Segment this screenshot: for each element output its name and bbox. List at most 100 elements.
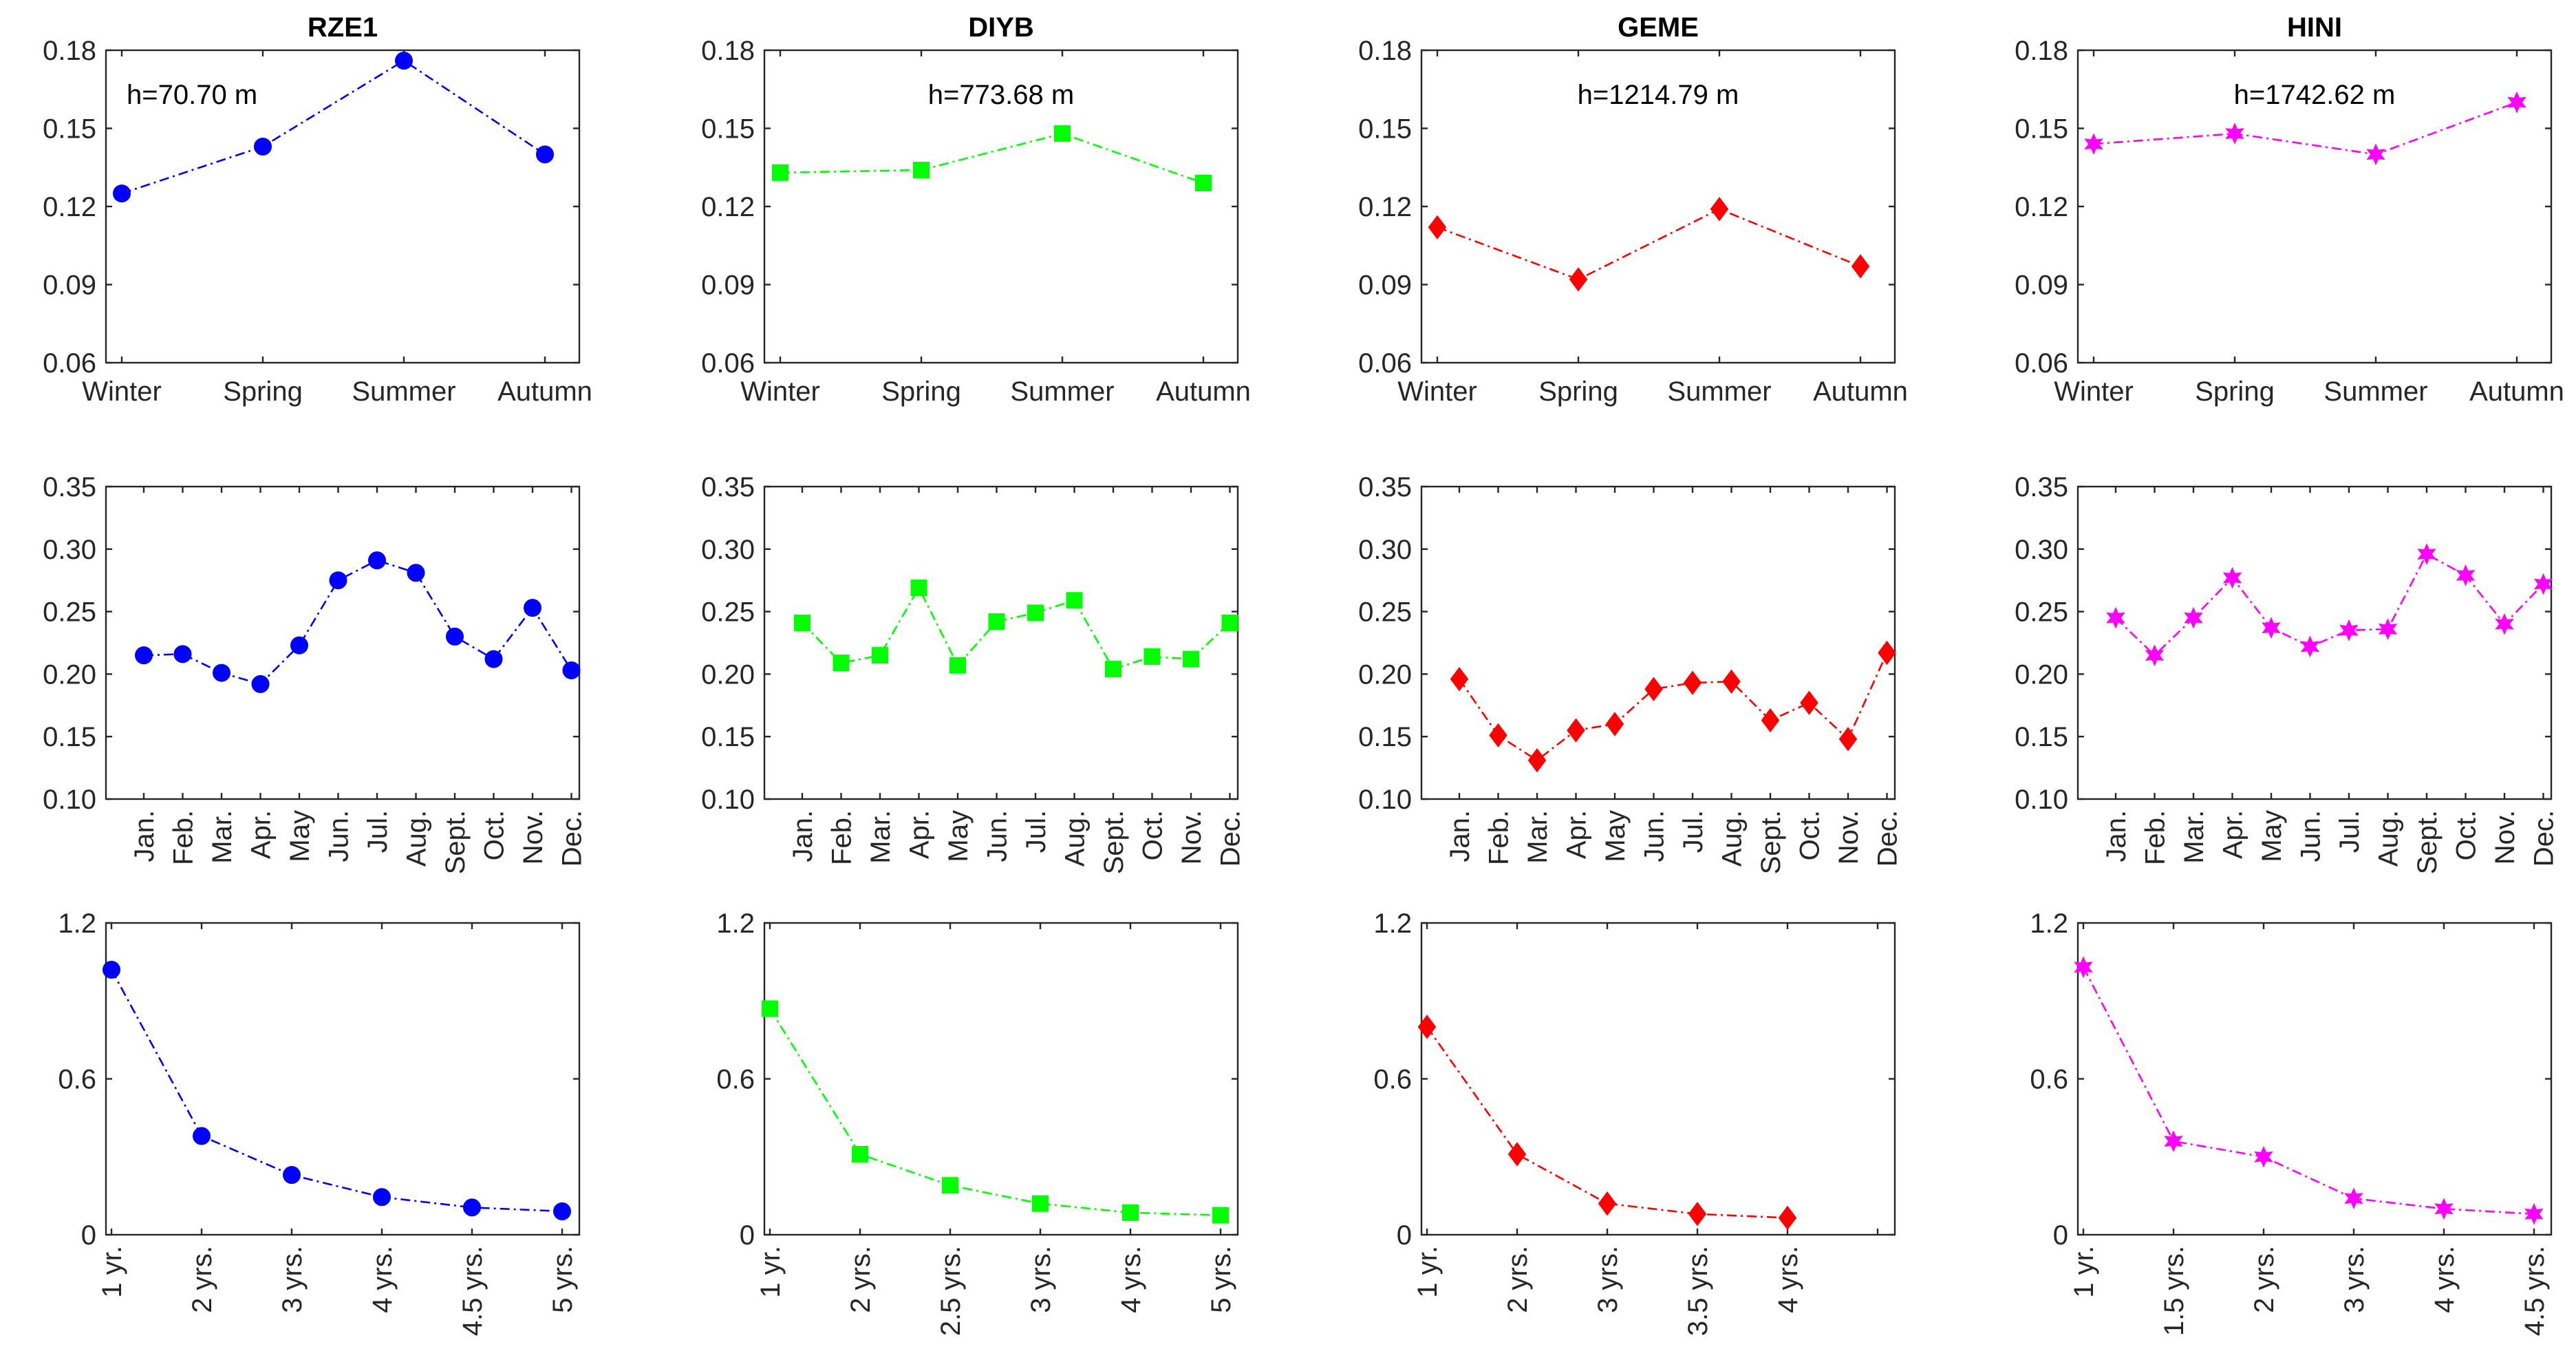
y-tick-label: 1.2 [2030, 909, 2068, 939]
data-point [988, 613, 1005, 630]
y-tick-label: 0.15 [1358, 114, 1412, 145]
x-tick-label: Jan. [788, 810, 818, 862]
y-tick-label: 0.30 [2015, 535, 2068, 565]
data-point [373, 1188, 391, 1207]
panel-HINI-monthly: 0.10 0.15 0.20 0.25 0.30 0.35 Jan. Feb. Mar. Apr.… [2015, 472, 2559, 874]
x-tick-label: Oct. [480, 810, 510, 860]
x-tick-label: Jan. [129, 810, 160, 862]
data-point [2164, 1130, 2183, 1152]
y-tick-label: 0.30 [1358, 535, 1412, 565]
chart-title: RZE1 [308, 12, 378, 43]
data-point [2254, 1145, 2273, 1168]
data-point [103, 960, 120, 979]
x-tick-label: 4 yrs. [1773, 1246, 1803, 1313]
y-tick-label: 0.12 [1358, 192, 1412, 222]
x-tick-label: Jul. [1021, 810, 1051, 853]
x-tick-label: Summer [1667, 376, 1771, 407]
x-tick-label: Feb. [169, 810, 199, 865]
data-point [1183, 650, 1199, 668]
y-tick-label: 0.25 [701, 597, 755, 628]
y-tick-label: 0 [1397, 1220, 1412, 1251]
data-point [213, 663, 230, 682]
y-tick-label: 1.2 [716, 909, 755, 939]
data-point [949, 657, 966, 674]
x-tick-label: 2 yrs. [187, 1246, 217, 1313]
y-tick-label: 0.6 [716, 1065, 755, 1095]
data-point [2300, 635, 2320, 658]
x-tick-label: Spring [223, 376, 303, 407]
y-tick-label: 0.06 [701, 348, 755, 379]
data-point [251, 674, 270, 693]
data-point [1722, 669, 1741, 694]
x-tick-label: Mar. [2179, 810, 2209, 864]
series-line [769, 1008, 1221, 1216]
y-tick-label: 0.20 [1358, 659, 1412, 690]
data-point [2417, 543, 2436, 565]
x-tick-label: 4 yrs. [367, 1246, 398, 1313]
y-tick-label: 0 [81, 1220, 96, 1251]
panel-GEME-seasonal: 0.06 0.09 0.12 0.15 0.18 Winter Spring Summer Au… [1358, 12, 1908, 407]
y-tick-label: 0.18 [1358, 36, 1412, 66]
x-tick-label: Sept. [1099, 810, 1129, 874]
data-point [913, 162, 930, 179]
data-point [290, 636, 308, 655]
panel-GEME-monthly: 0.10 0.15 0.20 0.25 0.30 0.35 Jan. Feb. Mar. Apr.… [1358, 472, 1902, 874]
series-line [2082, 966, 2535, 1215]
x-tick-label: Aug. [402, 810, 432, 867]
x-tick-label: Spring [1538, 376, 1618, 407]
y-tick-label: 0.15 [1358, 722, 1412, 752]
y-tick-label: 0.09 [701, 270, 755, 301]
x-tick-label: Sept. [2412, 810, 2443, 874]
data-point [1144, 648, 1161, 665]
series-line [780, 132, 1204, 184]
y-tick-label: 0.30 [701, 535, 755, 565]
axes-box [763, 922, 1239, 1236]
y-tick-label: 0.15 [701, 114, 755, 145]
x-tick-label: Mar. [866, 810, 896, 864]
axes-box [2076, 49, 2553, 364]
x-tick-label: 3 yrs. [277, 1246, 308, 1313]
data-point [1066, 592, 1083, 609]
x-tick-label: 1.5 yrs. [2159, 1246, 2189, 1336]
data-point [1605, 712, 1624, 736]
data-point [2378, 618, 2398, 640]
x-tick-label: Dec. [1873, 810, 1903, 867]
y-tick-label: 0.35 [1358, 472, 1412, 502]
y-tick-label: 0.20 [2015, 659, 2068, 690]
data-point [484, 650, 503, 668]
x-tick-label: 2.5 yrs. [936, 1246, 966, 1336]
x-tick-label: 2 yrs. [846, 1246, 876, 1313]
y-tick-label: 0.12 [701, 192, 755, 222]
data-point [2366, 143, 2385, 166]
data-point [1507, 1142, 1527, 1167]
x-tick-label: 4 yrs. [2429, 1246, 2460, 1313]
x-tick-label: Mar. [1523, 810, 1553, 864]
data-point [2184, 606, 2203, 629]
y-tick-label: 0.6 [1373, 1065, 1412, 1095]
data-point [1122, 1204, 1139, 1221]
data-point [193, 1127, 211, 1145]
data-point [2533, 573, 2553, 595]
x-tick-label: Winter [2054, 376, 2134, 407]
data-point [910, 580, 927, 597]
data-point [2434, 1198, 2454, 1220]
data-point [1417, 1014, 1437, 1039]
x-tick-label: 5 yrs. [1206, 1246, 1236, 1313]
y-tick-label: 0.10 [43, 785, 96, 815]
x-tick-label: Apr. [905, 810, 935, 859]
data-point [446, 627, 464, 646]
x-tick-label: Jun. [2296, 810, 2326, 862]
x-tick-label: May [285, 810, 315, 862]
x-tick-label: May [1600, 810, 1631, 862]
x-tick-label: Jun. [1640, 810, 1670, 862]
y-tick-label: 0.35 [701, 472, 755, 502]
x-tick-label: Mar. [207, 810, 237, 864]
data-point [553, 1202, 571, 1221]
y-tick-label: 0.09 [2015, 270, 2068, 301]
y-tick-label: 0.15 [2015, 114, 2068, 145]
y-tick-label: 0.15 [2015, 722, 2068, 752]
x-tick-label: Dec. [557, 810, 588, 867]
data-point [852, 1145, 868, 1162]
data-point [1032, 1195, 1049, 1212]
